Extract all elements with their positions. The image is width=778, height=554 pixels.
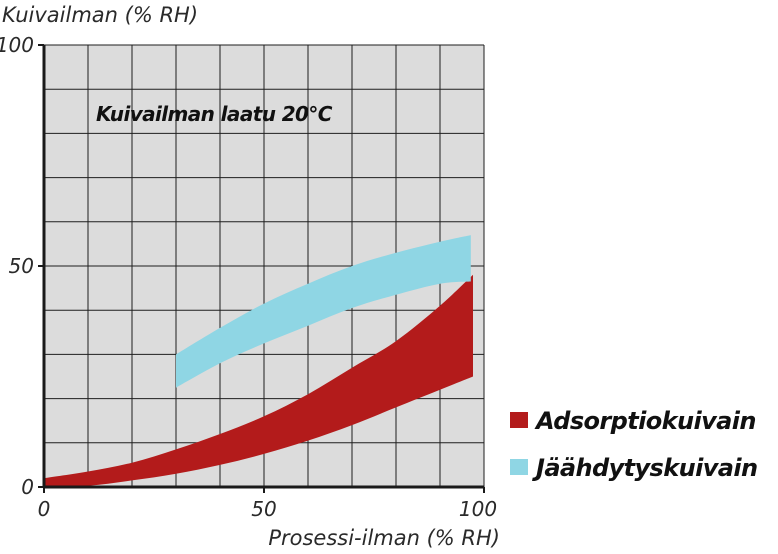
legend-label-adsorptiokuivain: Adsorptiokuivain (534, 407, 756, 435)
legend-label-jaahdytyskuivain: Jäähdytyskuivain (532, 454, 757, 482)
band-jaahdytyskuivain (176, 235, 471, 388)
legend: Adsorptiokuivain Jäähdytyskuivain (510, 407, 758, 482)
y-tick-label: 100 (0, 33, 34, 57)
y-axis-title: Kuivailman (% RH) (2, 3, 198, 27)
x-tick-label: 50 (251, 497, 276, 521)
y-tick-label: 50 (9, 254, 34, 278)
x-axis-title: Prosessi-ilman (% RH) (268, 526, 500, 550)
axis-ticks: 0 50 100 0 50 100 (0, 33, 497, 521)
y-tick-label: 0 (21, 475, 34, 499)
band-adsorptiokuivain (44, 274, 473, 487)
x-tick-label: 100 (459, 497, 497, 521)
chart-annotation: Kuivailman laatu 20°C (96, 102, 333, 126)
series-bands (44, 235, 473, 487)
legend-swatch-adsorptiokuivain (510, 412, 528, 428)
legend-swatch-jaahdytyskuivain (510, 459, 528, 475)
x-tick-label: 0 (38, 497, 51, 521)
